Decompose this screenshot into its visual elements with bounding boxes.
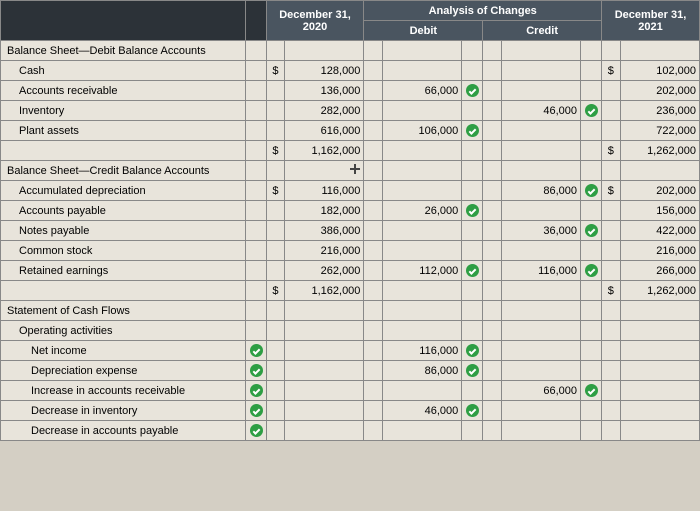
- row-inc-ar: Increase in accounts receivable 66,000: [1, 381, 700, 401]
- check-icon: [585, 384, 598, 397]
- check-icon: [250, 424, 263, 437]
- header-blank: [1, 1, 246, 41]
- row-label: Cash: [1, 61, 246, 81]
- check-icon: [585, 224, 598, 237]
- check-icon: [250, 364, 263, 377]
- row-label: Net income: [1, 341, 246, 361]
- check-icon: [466, 344, 479, 357]
- row-label: Retained earnings: [1, 261, 246, 281]
- header-debit: Debit: [364, 21, 483, 41]
- check-icon: [585, 264, 598, 277]
- header-2021: December 31, 2021: [602, 1, 700, 41]
- row-ar: Accounts receivable 136,000 66,000 202,0…: [1, 81, 700, 101]
- section-debit-balance: Balance Sheet—Debit Balance Accounts: [1, 41, 700, 61]
- check-icon: [466, 84, 479, 97]
- row-label: Plant assets: [1, 121, 246, 141]
- row-label: Accounts receivable: [1, 81, 246, 101]
- check-icon: [466, 364, 479, 377]
- row-re: Retained earnings 262,000 112,000 116,00…: [1, 261, 700, 281]
- section-scf: Statement of Cash Flows: [1, 301, 700, 321]
- check-icon: [466, 404, 479, 417]
- section-credit-balance: Balance Sheet—Credit Balance Accounts: [1, 161, 700, 181]
- header-2020: December 31, 2020: [266, 1, 364, 41]
- row-label: Inventory: [1, 101, 246, 121]
- row-label: Depreciation expense: [1, 361, 246, 381]
- check-icon: [250, 384, 263, 397]
- row-label: Accumulated depreciation: [1, 181, 246, 201]
- row-label: Common stock: [1, 241, 246, 261]
- plus-icon[interactable]: [350, 164, 360, 174]
- spreadsheet-table: December 31, 2020 Analysis of Changes De…: [0, 0, 700, 441]
- check-icon: [585, 184, 598, 197]
- row-label: Decrease in inventory: [1, 401, 246, 421]
- check-icon: [466, 204, 479, 217]
- header-credit: Credit: [483, 21, 602, 41]
- row-adep: Accumulated depreciation $116,000 86,000…: [1, 181, 700, 201]
- row-net-income: Net income 116,000: [1, 341, 700, 361]
- section-label: Balance Sheet—Debit Balance Accounts: [1, 41, 246, 61]
- row-cs: Common stock 216,000 216,000: [1, 241, 700, 261]
- check-icon: [585, 104, 598, 117]
- row-cash: Cash $128,000 $102,000: [1, 61, 700, 81]
- row-label: Notes payable: [1, 221, 246, 241]
- section-label: Statement of Cash Flows: [1, 301, 246, 321]
- row-inventory: Inventory 282,000 46,000 236,000: [1, 101, 700, 121]
- section-operating: Operating activities: [1, 321, 700, 341]
- row-np: Notes payable 386,000 36,000 422,000: [1, 221, 700, 241]
- section-label: Operating activities: [1, 321, 246, 341]
- header-analysis: Analysis of Changes: [364, 1, 602, 21]
- row-label: Accounts payable: [1, 201, 246, 221]
- section-label: Balance Sheet—Credit Balance Accounts: [1, 161, 246, 181]
- check-icon: [466, 124, 479, 137]
- row-debit-total: $1,162,000 $1,262,000: [1, 141, 700, 161]
- row-dec-ap: Decrease in accounts payable: [1, 421, 700, 441]
- check-icon: [466, 264, 479, 277]
- row-ap: Accounts payable 182,000 26,000 156,000: [1, 201, 700, 221]
- row-label: Decrease in accounts payable: [1, 421, 246, 441]
- check-icon: [250, 404, 263, 417]
- row-plant: Plant assets 616,000 106,000 722,000: [1, 121, 700, 141]
- row-dep-exp: Depreciation expense 86,000: [1, 361, 700, 381]
- check-icon: [250, 344, 263, 357]
- row-credit-total: $1,162,000 $1,262,000: [1, 281, 700, 301]
- row-dec-inv: Decrease in inventory 46,000: [1, 401, 700, 421]
- header-blank2: [245, 1, 266, 41]
- row-label: Increase in accounts receivable: [1, 381, 246, 401]
